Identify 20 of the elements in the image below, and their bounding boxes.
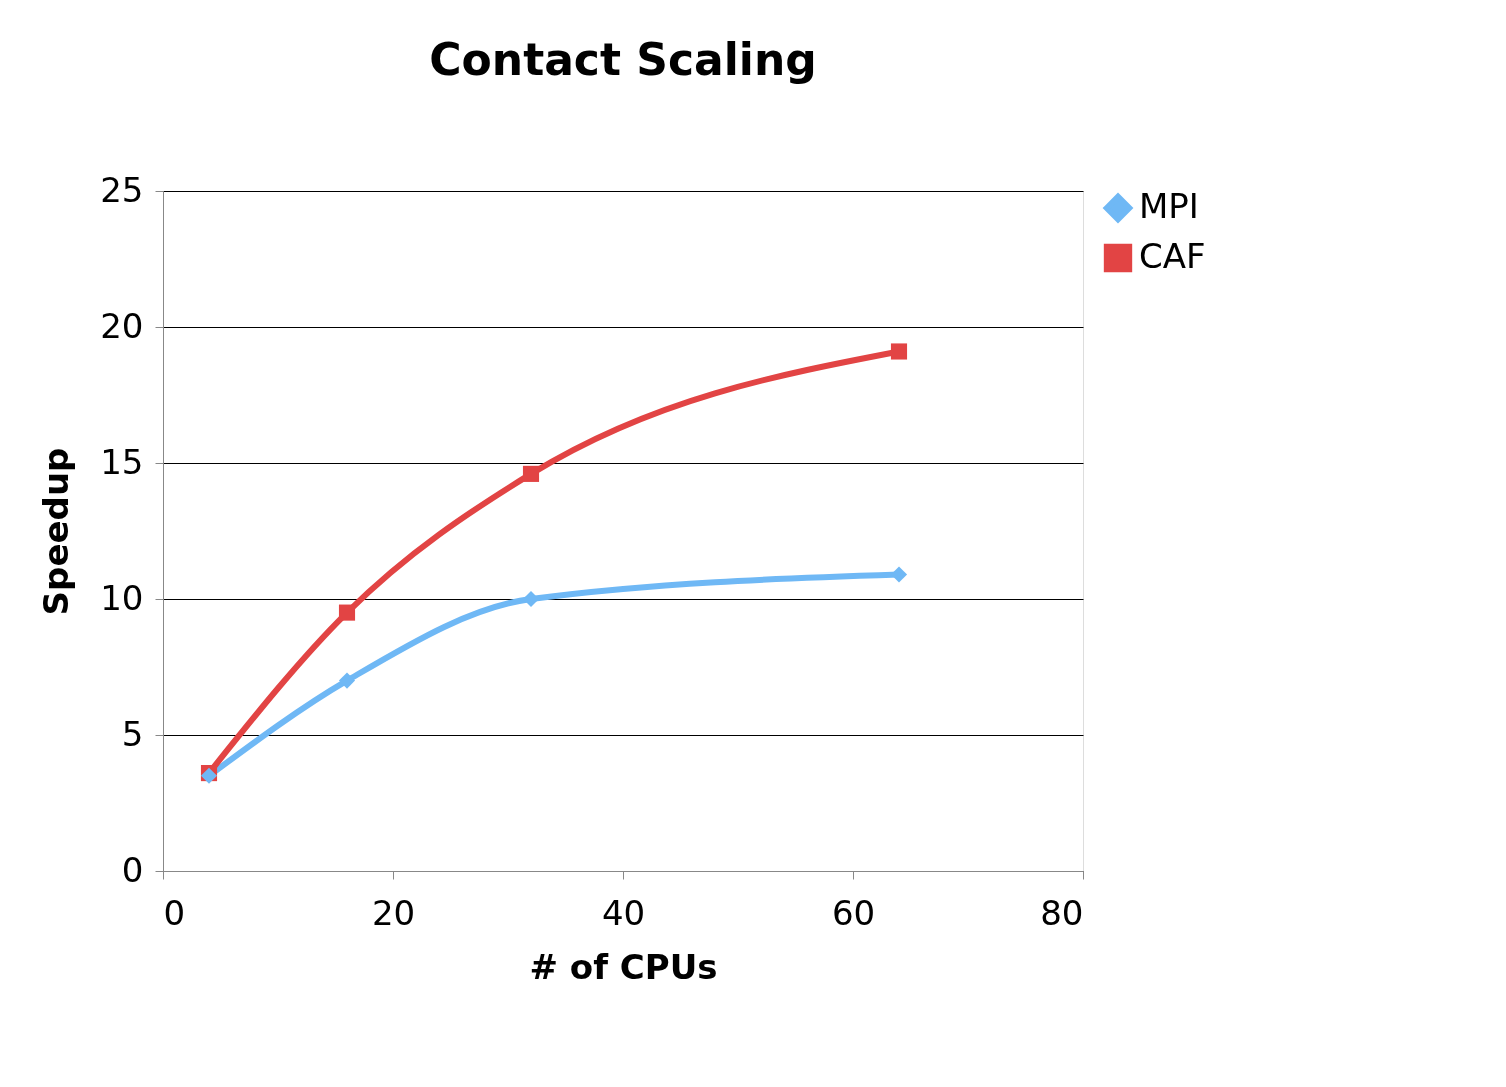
y-tick-label: 0 bbox=[121, 849, 144, 890]
y-tick-label: 15 bbox=[100, 441, 144, 482]
x-tick-label: 20 bbox=[371, 892, 416, 933]
y-tick-label: 5 bbox=[121, 713, 144, 754]
chart-title: Contact Scaling bbox=[429, 34, 817, 85]
point bbox=[338, 672, 356, 689]
y-tick-label: 10 bbox=[100, 577, 144, 618]
x-tick-label: 0 bbox=[163, 892, 186, 933]
y-tick-label: 20 bbox=[100, 305, 144, 346]
point bbox=[338, 604, 356, 621]
legend-label: MPI bbox=[1139, 186, 1199, 226]
point bbox=[522, 465, 540, 482]
legend-label: CAF bbox=[1139, 236, 1206, 276]
y-tick-label: 25 bbox=[100, 169, 144, 210]
x-tick-label: 80 bbox=[1040, 892, 1084, 933]
x-tick-label: 40 bbox=[601, 892, 646, 933]
point bbox=[890, 343, 908, 360]
x-tick-label: 60 bbox=[831, 892, 876, 933]
x-axis-title: # of CPUs bbox=[529, 946, 718, 987]
y-axis-title: Speedup bbox=[36, 447, 77, 616]
